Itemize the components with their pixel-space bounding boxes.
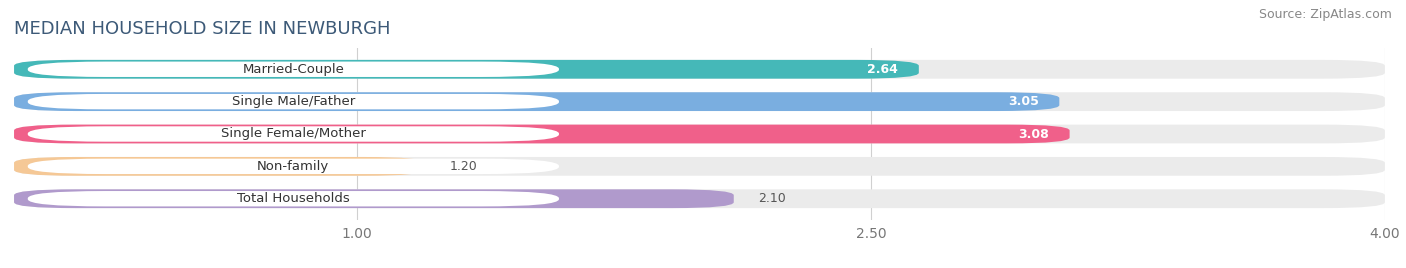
Text: Married-Couple: Married-Couple	[242, 63, 344, 76]
FancyBboxPatch shape	[28, 94, 560, 109]
Text: 2.64: 2.64	[868, 63, 898, 76]
FancyBboxPatch shape	[28, 62, 560, 77]
FancyBboxPatch shape	[28, 191, 560, 206]
Text: 1.20: 1.20	[450, 160, 477, 173]
Text: Non-family: Non-family	[257, 160, 329, 173]
Text: Source: ZipAtlas.com: Source: ZipAtlas.com	[1258, 8, 1392, 21]
Text: Single Female/Mother: Single Female/Mother	[221, 128, 366, 140]
FancyBboxPatch shape	[28, 126, 560, 142]
Text: MEDIAN HOUSEHOLD SIZE IN NEWBURGH: MEDIAN HOUSEHOLD SIZE IN NEWBURGH	[14, 20, 391, 38]
FancyBboxPatch shape	[14, 157, 1385, 176]
FancyBboxPatch shape	[14, 125, 1070, 143]
FancyBboxPatch shape	[14, 60, 1385, 79]
Text: Single Male/Father: Single Male/Father	[232, 95, 354, 108]
Text: 3.05: 3.05	[1008, 95, 1039, 108]
FancyBboxPatch shape	[14, 157, 426, 176]
FancyBboxPatch shape	[14, 92, 1059, 111]
FancyBboxPatch shape	[28, 159, 560, 174]
FancyBboxPatch shape	[14, 189, 734, 208]
Text: 2.10: 2.10	[758, 192, 786, 205]
Text: Total Households: Total Households	[238, 192, 350, 205]
FancyBboxPatch shape	[14, 92, 1385, 111]
FancyBboxPatch shape	[14, 60, 920, 79]
FancyBboxPatch shape	[14, 125, 1385, 143]
Text: 3.08: 3.08	[1018, 128, 1049, 140]
FancyBboxPatch shape	[14, 189, 1385, 208]
